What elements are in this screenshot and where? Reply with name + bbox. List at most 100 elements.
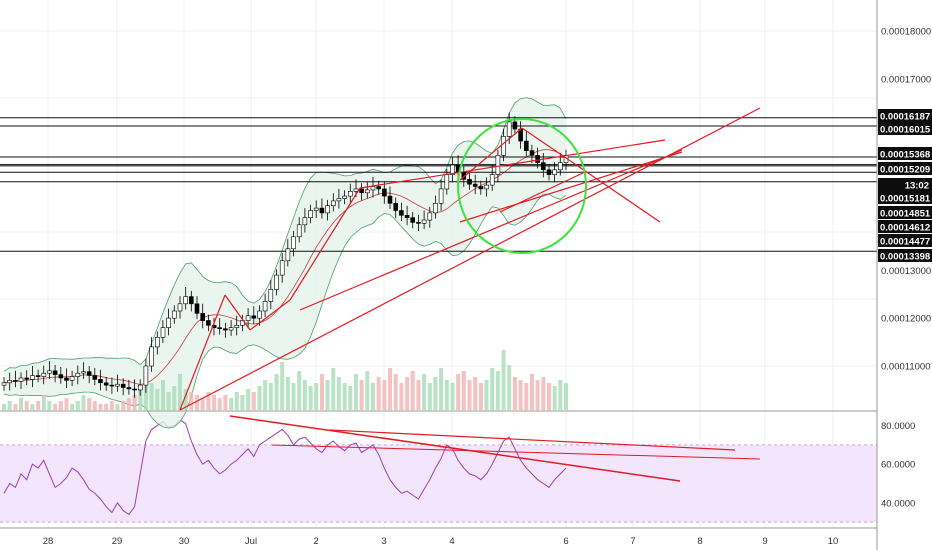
volume-bar (285, 377, 290, 410)
candle-body (433, 203, 438, 214)
candle-body (30, 375, 35, 380)
candle-body (552, 169, 558, 175)
price-axis[interactable]: 0.00018000 0.00017000 0.00013000 0.00012000… (881, 27, 931, 373)
volume-bar (19, 398, 23, 410)
price-tag-box (878, 178, 932, 191)
time-axis[interactable]: 28 29 30 Jul 2 3 4 6 7 8 9 10 (43, 536, 839, 547)
candle-body (172, 310, 177, 319)
trend-lines (179, 107, 761, 482)
candle-body (189, 296, 194, 305)
candle-body (535, 155, 540, 163)
trend-line[interactable] (359, 139, 666, 189)
trend-line[interactable] (249, 299, 291, 331)
volume-bar (121, 401, 126, 410)
candle-body (58, 374, 64, 379)
candle-body (512, 121, 518, 130)
horizontal-levels (0, 117, 877, 252)
trend-line[interactable] (289, 187, 361, 301)
price-tag-box (878, 147, 932, 160)
volume-bar (53, 404, 58, 410)
trend-line[interactable] (499, 171, 586, 213)
volume-bar (75, 401, 80, 410)
volume-bar (109, 401, 114, 410)
candle-body (98, 379, 103, 384)
candle-body (81, 371, 86, 374)
volume-bar (495, 371, 500, 410)
volume-bar (234, 392, 239, 410)
candle-body (302, 217, 308, 226)
candle-body (336, 198, 342, 202)
candle-body (109, 384, 115, 387)
time-tick-label: 9 (762, 536, 767, 547)
price-tag-label: 0.00015209 (880, 165, 930, 176)
candle-body (13, 380, 18, 382)
trend-line[interactable] (459, 127, 523, 181)
highlight-circle[interactable] (457, 118, 587, 254)
candle-body (523, 140, 529, 152)
time-tick-label: Jul (245, 536, 257, 547)
candle-body (489, 174, 495, 186)
candle-body (24, 377, 30, 380)
candle-body (540, 162, 546, 171)
candle-body (484, 184, 489, 190)
volume-bar (98, 404, 103, 410)
volume-bar (564, 383, 568, 410)
trend-line[interactable] (179, 294, 226, 411)
candle-body (404, 215, 410, 219)
price-tag-label: 0.00014612 (880, 223, 930, 234)
candle-body (126, 387, 132, 390)
candle-body (217, 327, 222, 330)
price-tick-label: 0.00012000 (881, 314, 931, 325)
trend-line[interactable] (459, 151, 683, 223)
price-tag-label: 0.00015181 (880, 194, 931, 205)
candle-body (467, 179, 472, 185)
volume-bar (70, 404, 75, 410)
trend-line[interactable] (299, 149, 683, 311)
volume-bar (138, 386, 143, 410)
candle-body (421, 219, 427, 224)
candle-body (69, 376, 75, 381)
candle-body (410, 217, 416, 223)
volume-bar (308, 386, 313, 410)
price-tag-box (878, 220, 932, 233)
volume-bar (456, 374, 461, 410)
time-tick-label: 29 (112, 536, 123, 547)
bollinger-upper (3, 97, 567, 372)
candle-body (166, 317, 171, 329)
candle-body (291, 236, 296, 250)
time-tick-label: 3 (381, 536, 386, 547)
candle-body (353, 188, 359, 192)
rsi-trend-line[interactable] (229, 415, 681, 482)
rsi-trend-line[interactable] (329, 429, 736, 451)
volume-bar (365, 371, 370, 410)
trend-line[interactable] (521, 127, 661, 223)
rsi-trend-line[interactable] (271, 444, 761, 460)
trend-line[interactable] (224, 294, 251, 331)
candlesticks (1, 112, 569, 398)
volume-bar (24, 401, 29, 410)
time-tick-label: 4 (449, 536, 454, 547)
price-tag-box (878, 206, 932, 219)
candle-body (143, 365, 149, 386)
volume-bar (223, 395, 228, 410)
candle-body (546, 169, 552, 175)
volume-bar (427, 383, 432, 410)
rsi-axis[interactable]: 80.0000 60.0000 40.0000 (881, 421, 915, 509)
candle-body (438, 188, 444, 204)
volume-bar (388, 368, 392, 410)
candle-body (416, 222, 421, 224)
bollinger-bands (3, 97, 567, 429)
price-tag-box (878, 191, 932, 204)
bollinger-basis (3, 149, 567, 385)
volume-bar (490, 368, 495, 410)
volume-bar (41, 395, 46, 410)
candle-body (200, 313, 205, 321)
candle-body (138, 384, 143, 391)
volume-bar (132, 395, 137, 410)
candle-body (370, 186, 376, 191)
candle-body (35, 375, 41, 377)
candle-body (529, 150, 535, 156)
price-tick-label: 0.00013000 (881, 266, 931, 277)
